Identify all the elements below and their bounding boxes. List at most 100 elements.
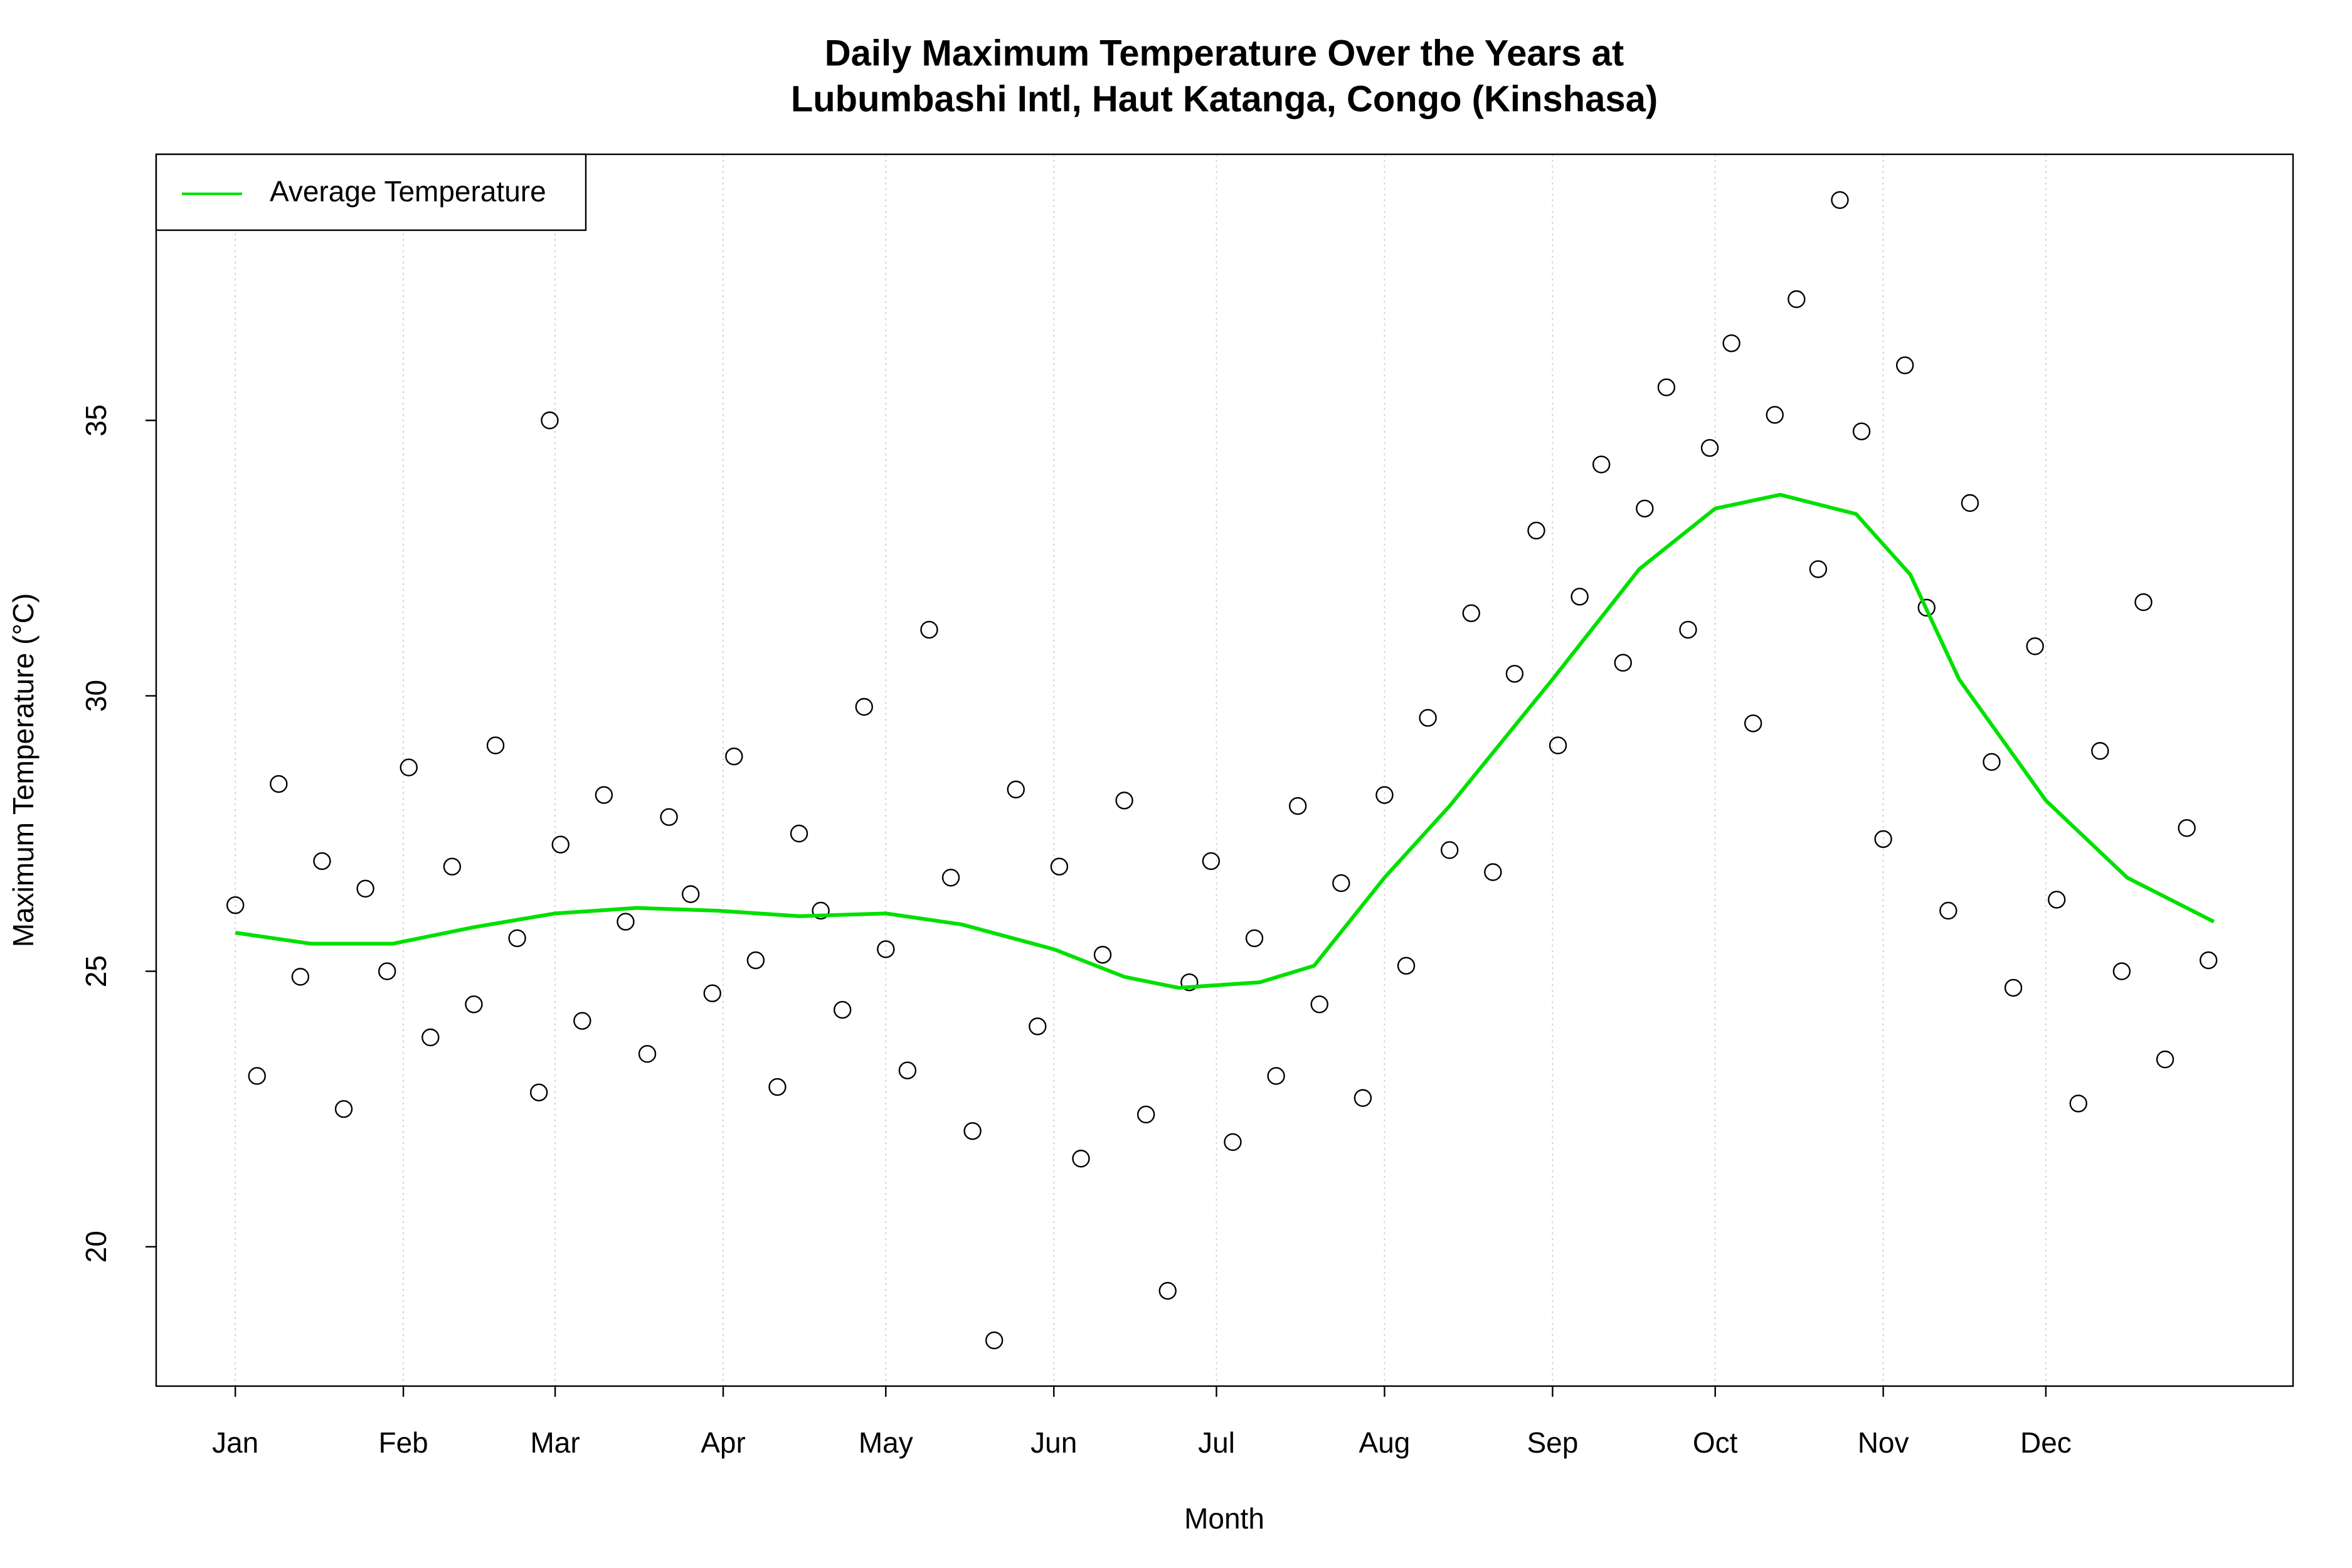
data-point [2134,593,2153,612]
legend-label: Average Temperature [270,175,546,208]
data-point [617,913,635,931]
x-tick-label: Mar [530,1426,580,1459]
data-point [1484,863,1502,881]
data-point [356,879,374,898]
data-point [1571,588,1589,606]
data-point [529,1083,548,1102]
data-point [226,896,245,914]
data-point [1788,290,1806,309]
data-point [790,824,808,843]
data-point [638,1045,657,1063]
data-point [2091,742,2109,760]
data-point [855,697,873,716]
data-point [1592,455,1611,474]
y-tick-label: 20 [80,1231,112,1263]
data-point [291,968,310,986]
data-point [812,901,830,920]
data-point [2004,978,2023,997]
data-point [1419,709,1437,727]
data-point [270,775,288,793]
x-axis-title: Month [1184,1502,1264,1535]
data-point [1766,406,1784,424]
data-point [421,1028,440,1047]
data-point [551,835,569,854]
data-point [2199,951,2218,970]
data-point [1983,753,2001,771]
data-point [1440,841,1459,859]
data-point [1636,499,1654,517]
data-point [1375,786,1394,804]
data-point [1310,995,1328,1014]
data-point [2026,637,2044,655]
data-point [681,885,700,903]
x-tick-label: Jul [1198,1426,1235,1459]
data-point [1050,857,1069,876]
data-point [877,940,895,958]
y-tick-label: 35 [80,405,112,437]
data-point [898,1061,917,1079]
data-point [443,857,462,876]
data-point [1007,780,1025,798]
data-point [1180,973,1199,992]
data-point [2156,1050,2175,1069]
data-point [1224,1133,1242,1152]
data-point [660,808,678,826]
data-point [1093,946,1112,964]
average-line [235,492,2215,990]
x-tick-label: Feb [378,1426,428,1459]
data-point [1917,598,1936,617]
data-point [1809,560,1828,578]
data-point [2112,962,2131,980]
legend-box [155,153,587,231]
y-axis-title: Maximum Temperature (°C) [7,593,40,948]
x-tick-label: Dec [2020,1426,2072,1459]
data-point [1029,1017,1047,1036]
data-point [1744,714,1762,733]
data-point [1462,604,1480,622]
data-point [248,1067,266,1085]
data-point [2178,819,2196,837]
data-point [1831,191,1849,209]
data-point [1961,494,1979,512]
data-point [1549,736,1567,755]
data-point [541,411,559,430]
data-point [833,1000,852,1019]
data-point [725,747,743,766]
y-tick-label: 25 [80,955,112,987]
data-point [985,1331,1004,1350]
data-point [1614,654,1632,672]
data-point [573,1012,591,1030]
x-tick-label: Nov [1858,1426,1909,1459]
plot-frame [155,153,2294,1387]
chart-title: Daily Maximum Temperature Over the Years… [825,33,1624,73]
data-point [1527,521,1545,540]
data-point [703,984,721,1002]
data-point [2069,1094,2087,1113]
data-point [486,736,505,755]
data-point [1288,797,1307,815]
data-point [465,995,483,1014]
data-point [768,1078,787,1096]
data-point [1874,830,1892,848]
data-point [1852,422,1871,441]
x-tick-label: Jan [212,1426,258,1459]
data-point [595,786,613,804]
data-point [1072,1150,1090,1168]
data-point [963,1122,982,1140]
y-tick-label: 30 [80,680,112,712]
data-point [2047,891,2066,909]
data-point [920,620,938,639]
data-point [1939,901,1957,920]
data-point [1679,620,1697,639]
x-tick-label: Oct [1693,1426,1738,1459]
data-point [1267,1067,1285,1085]
data-point [1895,356,1914,374]
data-point [378,962,396,980]
data-point [1136,1105,1155,1124]
data-point [941,869,960,887]
data-point [1202,852,1221,871]
data-point [1332,874,1350,893]
data-point [1158,1281,1177,1300]
x-tick-label: Jun [1030,1426,1077,1459]
